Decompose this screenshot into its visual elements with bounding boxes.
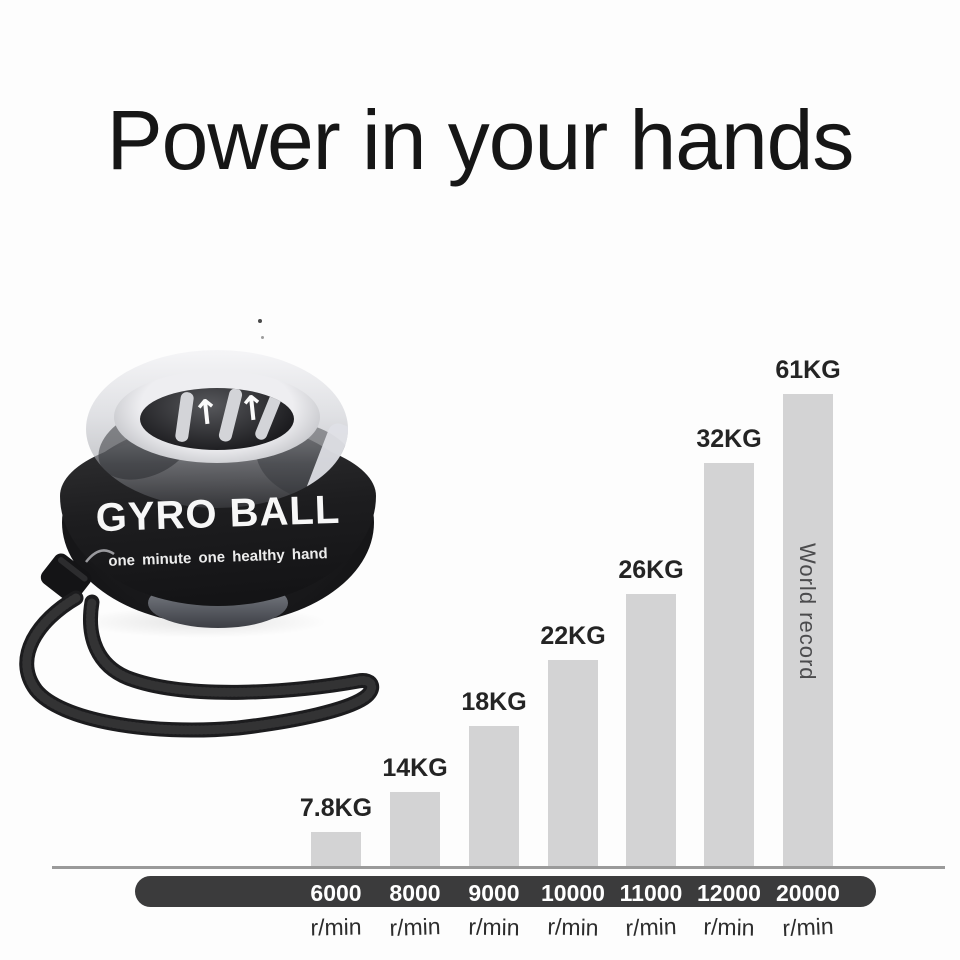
spin-direction-arrow-icon: ↑ [235, 388, 269, 431]
x-unit-label: r/min [468, 913, 520, 941]
x-tick-label: 10000 [541, 880, 605, 906]
bar [783, 394, 833, 867]
product-photo-gyro-ball: ↑ ↑ GYRO BALL one minute one healthy han… [0, 330, 420, 770]
x-unit-label: r/min [310, 913, 362, 941]
bar-value-label: 7.8KG [299, 794, 373, 822]
x-tick-label: 6000 [310, 880, 362, 906]
strap-weave-texture [22, 593, 377, 735]
bar-value-label: 32KG [696, 425, 762, 453]
x-unit-label: r/min [624, 913, 677, 941]
bar [548, 660, 598, 867]
spin-direction-arrow-icon: ↑ [189, 391, 223, 435]
strap-clip [40, 553, 92, 603]
x-unit-label: r/min [547, 913, 599, 941]
bar-value-label: 22KG [540, 622, 606, 650]
x-unit-label: r/min [781, 912, 835, 942]
ball-rotor-opening: ↑ ↑ [140, 388, 294, 450]
x-unit-label: r/min [703, 913, 755, 941]
x-tick-label: 9000 [468, 880, 520, 906]
page-title: Power in your hands [106, 93, 855, 187]
bar-value-label: 18KG [461, 688, 527, 716]
x-tick-label: 11000 [619, 880, 683, 906]
bar [390, 792, 440, 867]
x-tick-label: 12000 [697, 880, 761, 906]
x-axis-line [52, 866, 945, 869]
bar [469, 726, 519, 867]
x-axis-pill [135, 876, 876, 907]
wrist-strap [19, 549, 380, 738]
bar [626, 594, 676, 867]
x-tick-label: 20000 [776, 880, 840, 906]
x-unit-label: r/min [388, 913, 441, 941]
strap-loop [19, 590, 380, 738]
bar [704, 463, 754, 867]
strap-wire [85, 549, 115, 563]
x-tick-label: 8000 [389, 880, 441, 906]
bar-value-label: 26KG [618, 556, 684, 584]
bar-value-label: 61KG [775, 356, 841, 384]
world-record-annotation: World record [795, 543, 820, 681]
bar [311, 832, 361, 867]
dust-speck [261, 336, 264, 339]
dust-speck [258, 319, 262, 323]
